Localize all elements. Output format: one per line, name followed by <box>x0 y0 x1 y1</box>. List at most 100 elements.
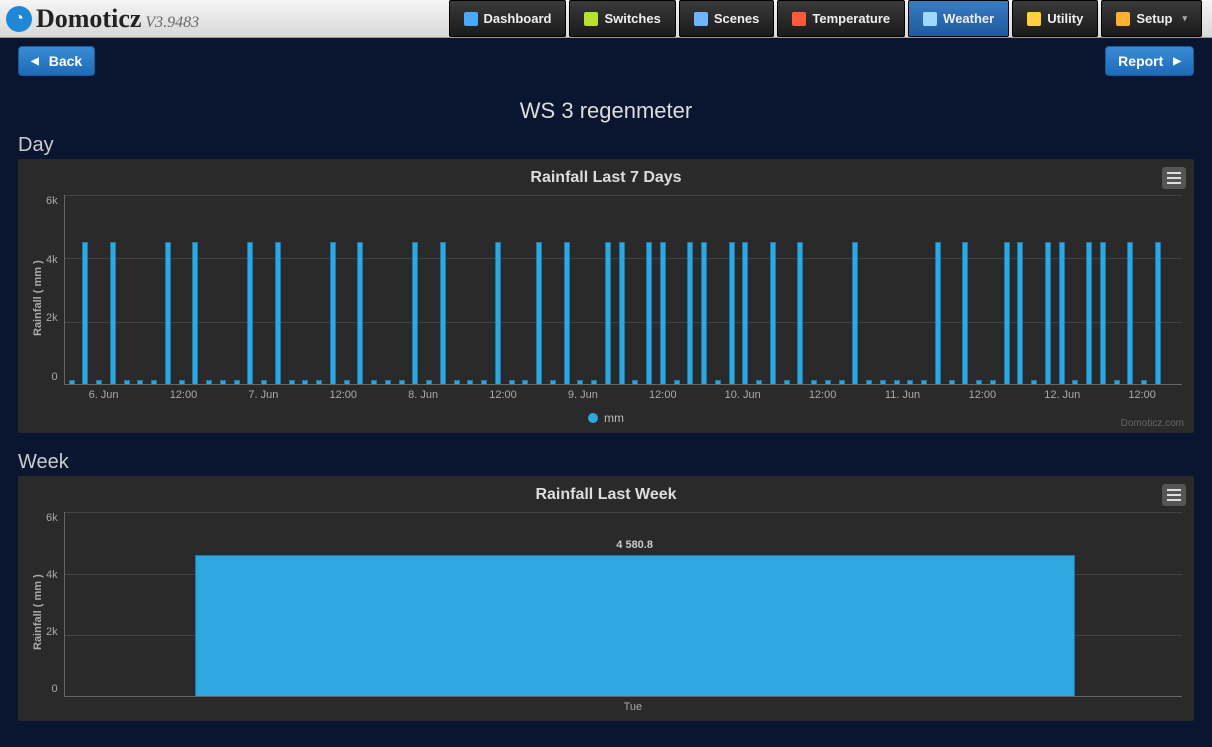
nav-utility[interactable]: Utility <box>1012 0 1098 37</box>
bar <box>880 380 886 384</box>
bar <box>784 380 790 384</box>
nav-label: Weather <box>943 11 994 26</box>
bar <box>632 380 638 384</box>
bar <box>605 242 611 385</box>
chart-day-yaxis: 6k4k2k0 <box>46 195 64 385</box>
bar <box>619 242 625 385</box>
bar <box>591 380 597 384</box>
bar <box>247 242 253 385</box>
chart-day-legend: mm <box>30 411 1182 425</box>
bar <box>894 380 900 384</box>
bar <box>1031 380 1037 384</box>
bar <box>811 380 817 384</box>
week-bar <box>195 555 1075 696</box>
bar <box>921 380 927 384</box>
bar <box>137 380 143 384</box>
bar <box>866 380 872 384</box>
bar <box>564 242 570 385</box>
chart-menu-icon[interactable] <box>1162 167 1186 189</box>
nav-icon <box>792 12 806 26</box>
chart-day-panel: Rainfall Last 7 Days Rainfall ( mm ) 6k4… <box>18 159 1194 433</box>
chart-week-plot: 4 580.8 <box>64 512 1182 697</box>
bar <box>1017 242 1023 385</box>
bar <box>522 380 528 384</box>
bar <box>907 380 913 384</box>
topbar: ◔ Domoticz V3.9483 Dashboard Switches Scen… <box>0 0 1212 38</box>
bar <box>715 380 721 384</box>
nav-label: Switches <box>604 11 660 26</box>
chart-day-title: Rainfall Last 7 Days <box>30 169 1182 187</box>
bar <box>687 242 693 385</box>
bar <box>330 242 336 385</box>
bar <box>426 380 432 384</box>
nav-icon <box>1116 12 1130 26</box>
bar <box>674 380 680 384</box>
bar <box>962 242 968 385</box>
bar <box>839 380 845 384</box>
nav-label: Utility <box>1047 11 1083 26</box>
chart-week-title: Rainfall Last Week <box>30 486 1182 504</box>
nav-weather[interactable]: Weather <box>908 0 1009 37</box>
chart-day-xaxis: 6. Jun12:007. Jun12:008. Jun12:009. Jun1… <box>64 389 1182 401</box>
nav-switches[interactable]: Switches <box>569 0 675 37</box>
bar <box>82 242 88 385</box>
bar <box>825 380 831 384</box>
nav-label: Temperature <box>812 11 890 26</box>
bar <box>852 242 858 385</box>
nav-icon <box>584 12 598 26</box>
bar <box>385 380 391 384</box>
report-button[interactable]: Report <box>1105 46 1194 76</box>
nav-temperature[interactable]: Temperature <box>777 0 905 37</box>
bar <box>1114 380 1120 384</box>
back-button[interactable]: Back <box>18 46 95 76</box>
bar <box>660 242 666 385</box>
bar <box>371 380 377 384</box>
bar <box>1086 242 1092 385</box>
bar <box>344 380 350 384</box>
bar <box>69 380 75 384</box>
bar <box>770 242 776 385</box>
bar <box>357 242 363 385</box>
bar <box>742 242 748 385</box>
nav-label: Dashboard <box>484 11 552 26</box>
bar <box>412 242 418 385</box>
chart-day-ylabel: Rainfall ( mm ) <box>30 195 46 401</box>
bar <box>646 242 652 385</box>
chart-week-ylabel: Rainfall ( mm ) <box>30 512 46 713</box>
nav-label: Scenes <box>714 11 760 26</box>
bar <box>96 380 102 384</box>
chart-credit: Domoticz.com <box>1121 418 1184 429</box>
bar <box>1100 242 1106 385</box>
nav-label: Setup <box>1136 11 1172 26</box>
bar <box>399 380 405 384</box>
bar <box>234 380 240 384</box>
legend-dot-icon <box>588 413 598 423</box>
main-nav: Dashboard Switches Scenes Temperature Weathe… <box>446 0 1212 37</box>
nav-icon <box>694 12 708 26</box>
legend-label: mm <box>604 411 624 425</box>
nav-setup[interactable]: Setup <box>1101 0 1202 37</box>
bar <box>990 380 996 384</box>
bar <box>261 380 267 384</box>
logo-icon: ◔ <box>6 6 32 32</box>
chart-menu-icon[interactable] <box>1162 484 1186 506</box>
chart-week-yaxis: 6k4k2k0 <box>46 512 64 697</box>
bar <box>440 242 446 385</box>
action-bar: Back Report <box>0 38 1212 84</box>
bar <box>220 380 226 384</box>
nav-dashboard[interactable]: Dashboard <box>449 0 567 37</box>
brand-name: Domoticz <box>36 4 141 34</box>
bar <box>949 380 955 384</box>
bar <box>935 242 941 385</box>
bar <box>756 380 762 384</box>
bar <box>550 380 556 384</box>
section-day-label: Day <box>0 134 1212 157</box>
nav-icon <box>923 12 937 26</box>
bar <box>316 380 322 384</box>
bar <box>124 380 130 384</box>
bar <box>302 380 308 384</box>
version-text: V3.9483 <box>145 14 199 32</box>
bar <box>536 242 542 385</box>
nav-scenes[interactable]: Scenes <box>679 0 775 37</box>
bar <box>577 380 583 384</box>
